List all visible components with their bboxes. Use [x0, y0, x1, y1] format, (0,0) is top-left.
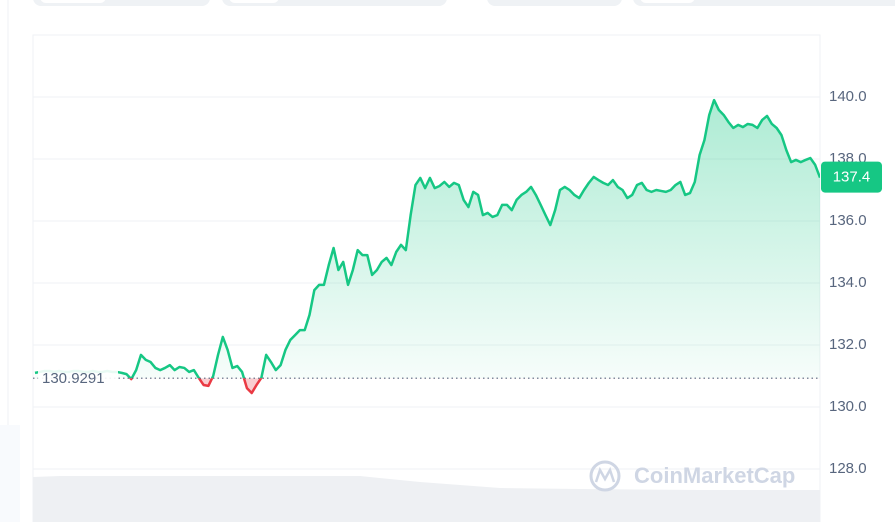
watermark-logo-mark — [594, 466, 616, 483]
current-price-tag — [821, 161, 882, 193]
tab[interactable] — [222, 0, 447, 6]
y-tick-label: 128.0 — [829, 460, 867, 477]
tab[interactable] — [487, 0, 622, 6]
tab-bar — [33, 0, 895, 6]
baseline-label: 130.9291 — [42, 370, 105, 387]
volume-area — [33, 476, 820, 522]
tab-active[interactable] — [40, 0, 106, 3]
tab[interactable] — [633, 0, 895, 6]
watermark-group: CoinMarketCap — [589, 460, 795, 492]
y-tick-label: 136.0 — [829, 212, 867, 229]
side-panel — [0, 425, 20, 522]
y-tick-label: 140.0 — [829, 88, 867, 105]
y-tick-label: 134.0 — [829, 274, 867, 291]
y-tick-label: 132.0 — [829, 336, 867, 353]
watermark-logo — [589, 460, 621, 492]
overlay: 130.9291 137.4 — [38, 161, 882, 390]
y-tick-label: 130.0 — [829, 398, 867, 415]
series — [33, 98, 820, 395]
baseline-label-bg — [38, 367, 118, 390]
tab-active[interactable] — [640, 0, 695, 3]
watermark: CoinMarketCap — [634, 463, 795, 488]
tab-active[interactable] — [229, 0, 279, 3]
current-price: 137.4 — [833, 169, 871, 186]
area-above — [35, 100, 820, 379]
price-line — [34, 98, 820, 379]
